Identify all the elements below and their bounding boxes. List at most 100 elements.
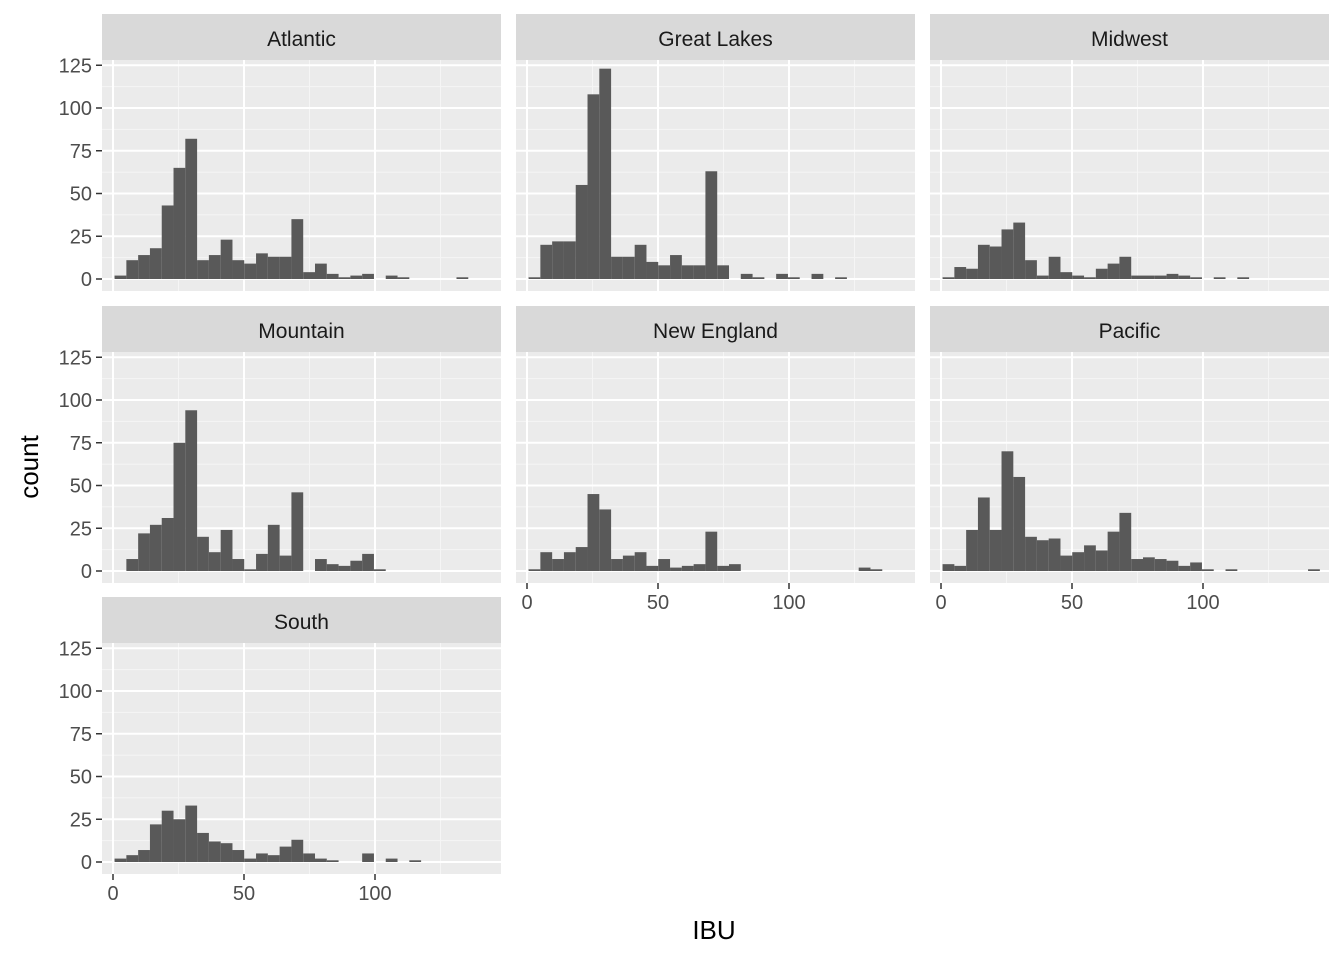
histogram-bar	[456, 277, 469, 279]
y-tick-label: 125	[59, 55, 92, 77]
y-axis-title: count	[14, 434, 44, 498]
histogram-bar	[138, 255, 150, 279]
histogram-bar	[303, 853, 316, 862]
histogram-bar	[220, 843, 233, 862]
facet-label-midwest: Midwest	[1091, 28, 1168, 51]
histogram-bar	[220, 529, 233, 571]
histogram-bar	[138, 533, 150, 571]
x-tick-label: 0	[935, 592, 946, 614]
histogram-bar	[232, 850, 245, 862]
histogram-bar	[350, 275, 363, 279]
histogram-bar	[173, 442, 186, 571]
histogram-bar	[161, 205, 174, 279]
histogram-bar	[1048, 538, 1061, 571]
histogram-bar	[1036, 540, 1049, 571]
histogram-bar	[126, 260, 139, 279]
y-tick-label: 25	[70, 518, 92, 540]
histogram-bar	[267, 524, 280, 571]
histogram-bar	[338, 277, 351, 279]
histogram-bar	[197, 536, 209, 571]
histogram-bar	[1072, 275, 1085, 279]
histogram-bar	[1190, 277, 1202, 279]
histogram-bar	[161, 517, 174, 571]
facet-strip-midwest	[930, 14, 1329, 60]
histogram-bar	[185, 805, 198, 862]
histogram-bar	[1084, 277, 1096, 279]
histogram-bar	[267, 256, 280, 279]
histogram-bar	[1084, 545, 1096, 571]
histogram-bar	[256, 853, 268, 862]
y-tick-label: 125	[59, 638, 92, 660]
y-tick-label: 75	[70, 433, 92, 455]
histogram-bar	[114, 858, 127, 862]
facet-panel-new-england: New England 0 50 100	[516, 306, 915, 614]
histogram-bar	[563, 241, 576, 279]
facet-label-pacific: Pacific	[1099, 320, 1161, 343]
x-tick-label: 50	[647, 592, 669, 614]
histogram-bar	[942, 564, 955, 571]
histogram-bar	[989, 529, 1002, 571]
histogram-bar	[681, 265, 694, 279]
histogram-bar	[149, 824, 162, 862]
y-tick-label: 0	[81, 852, 92, 874]
y-tick-label: 0	[81, 269, 92, 291]
histogram-bar	[811, 273, 824, 279]
histogram-bar	[338, 565, 351, 571]
facet-label-south: South	[274, 611, 329, 634]
facet-strip-pacific	[930, 306, 1329, 352]
histogram-bar	[552, 241, 564, 279]
histogram-bar	[1201, 569, 1214, 571]
histogram-bar	[540, 244, 553, 279]
histogram-bar	[114, 275, 127, 279]
histogram-bar	[705, 531, 718, 571]
histogram-bar	[729, 564, 741, 571]
histogram-bar	[870, 569, 883, 571]
facet-strip-great-lakes	[516, 14, 915, 60]
histogram-bar	[717, 265, 730, 279]
y-tick-label: 50	[70, 476, 92, 498]
histogram-bar	[244, 569, 257, 571]
histogram-bar	[705, 171, 718, 279]
histogram-bar	[256, 253, 268, 279]
histogram-bar	[315, 263, 327, 279]
histogram-bar	[149, 524, 162, 571]
facet-panel-great-lakes: Great Lakes	[516, 14, 915, 291]
histogram-bar	[197, 832, 209, 862]
x-tick-label: 0	[107, 883, 118, 905]
histogram-bar	[1154, 559, 1167, 571]
y-tick-label: 50	[70, 767, 92, 789]
histogram-bar	[1178, 565, 1191, 571]
histogram-bar	[658, 265, 671, 279]
histogram-bar	[385, 858, 398, 862]
histogram-bar	[1072, 552, 1085, 571]
histogram-bar	[1143, 557, 1155, 571]
histogram-bar	[185, 138, 198, 279]
facet-panel-south: South 0 25 50 75 100 125 0 50 100	[59, 597, 501, 905]
histogram-bar	[326, 860, 339, 862]
histogram-bar	[208, 255, 221, 279]
histogram-bar	[1119, 256, 1132, 279]
histogram-bar	[1107, 263, 1120, 279]
histogram-bar	[244, 263, 257, 279]
histogram-bar	[954, 565, 967, 571]
histogram-bar	[409, 860, 422, 862]
histogram-bar	[540, 552, 553, 571]
histogram-bar	[611, 559, 623, 571]
histogram-bar	[1001, 229, 1014, 279]
histogram-bar	[1225, 569, 1238, 571]
histogram-bar	[693, 564, 706, 571]
facet-label-new-england: New England	[653, 320, 778, 343]
histogram-bar	[1143, 275, 1155, 279]
histogram-bar	[646, 261, 659, 279]
facet-label-atlantic: Atlantic	[267, 28, 336, 51]
histogram-bar	[208, 552, 221, 571]
histogram-bar	[267, 855, 280, 862]
histogram-bar	[622, 555, 635, 571]
histogram-bar	[989, 246, 1002, 279]
histogram-bar	[232, 260, 245, 279]
histogram-bar	[279, 555, 292, 571]
histogram-bar	[670, 567, 682, 571]
histogram-bar	[1154, 275, 1167, 279]
histogram-bar	[563, 552, 576, 571]
histogram-bar	[291, 219, 304, 279]
